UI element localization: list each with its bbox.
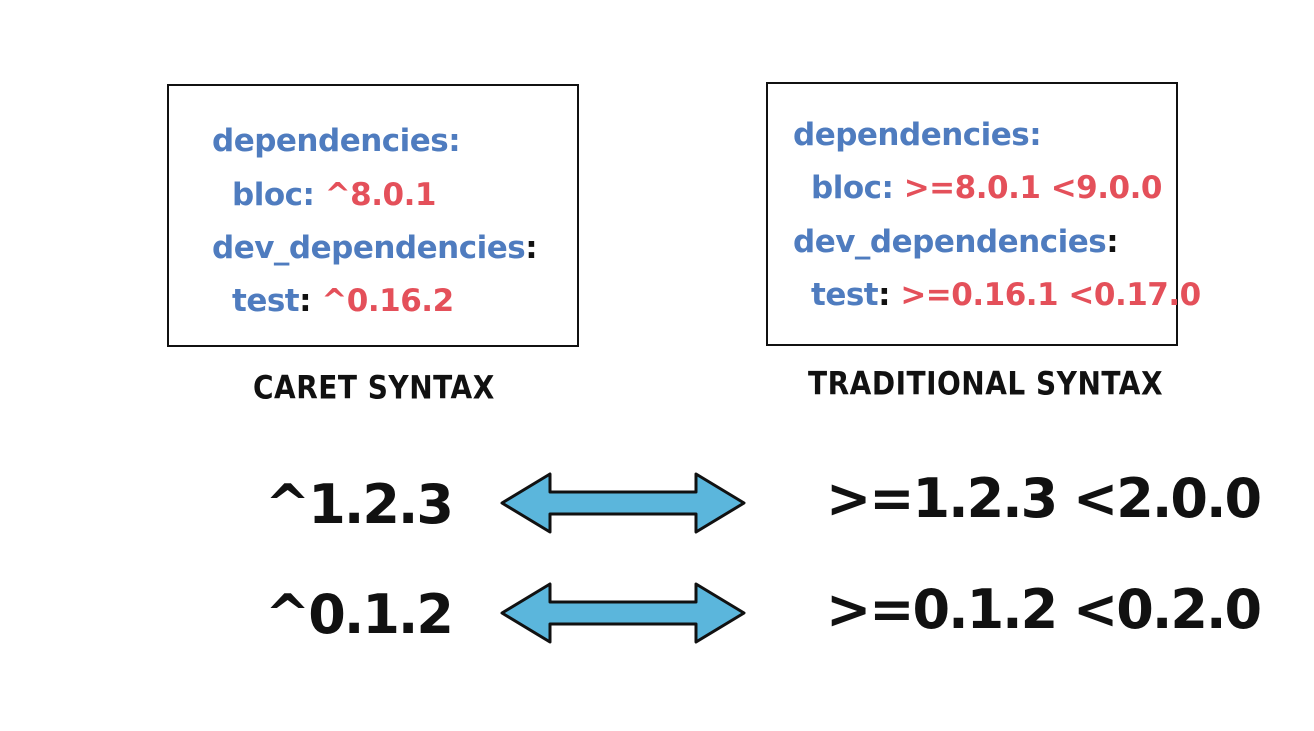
code-punct: : [525,230,538,266]
traditional-line-test: test: >=0.16.1 <0.17.0 [811,280,1201,311]
code-punct: : [1106,224,1119,260]
code-punct: : [881,170,904,206]
code-value: >=0.16.1 <0.17.0 [900,277,1201,313]
code-punct: : [448,123,461,159]
code-key: bloc [811,170,882,206]
caret-syntax-caption: CARET SYNTAX [253,368,495,407]
traditional-line-bloc: bloc: >=8.0.1 <9.0.0 [811,173,1162,204]
code-value: ^8.0.1 [324,177,437,213]
code-punct: : [1029,117,1042,153]
traditional-example-1: >=1.2.3 <2.0.0 [826,467,1262,530]
caret-example-2: ^0.1.2 [265,583,454,646]
traditional-line-dependencies: dependencies: [793,117,1042,153]
code-punct: : [299,283,322,319]
traditional-line-dev-dependencies: dev_dependencies: [793,224,1119,260]
code-punct: : [878,277,901,313]
caret-syntax-box [167,84,579,347]
code-key: dependencies [212,123,449,159]
code-key: dependencies [793,117,1030,153]
caret-line-dependencies: dependencies: [212,123,461,159]
caret-line-bloc: bloc: ^8.0.1 [232,180,436,211]
double-headed-arrow-icon [500,582,746,644]
traditional-syntax-box [766,82,1178,346]
code-value: ^0.16.2 [321,283,454,319]
caret-example-1: ^1.2.3 [265,473,454,536]
code-punct: : [302,177,325,213]
traditional-example-2: >=0.1.2 <0.2.0 [826,578,1262,641]
traditional-syntax-caption: TRADITIONAL SYNTAX [808,364,1164,403]
code-key: dev_dependencies [212,230,526,266]
code-value: >=8.0.1 <9.0.0 [903,170,1163,206]
double-headed-arrow-icon [500,472,746,534]
caret-line-test: test: ^0.16.2 [232,286,454,317]
code-key: test [232,283,300,319]
code-key: bloc [232,177,303,213]
code-key: dev_dependencies [793,224,1107,260]
caret-line-dev-dependencies: dev_dependencies: [212,230,538,266]
code-key: test [811,277,879,313]
